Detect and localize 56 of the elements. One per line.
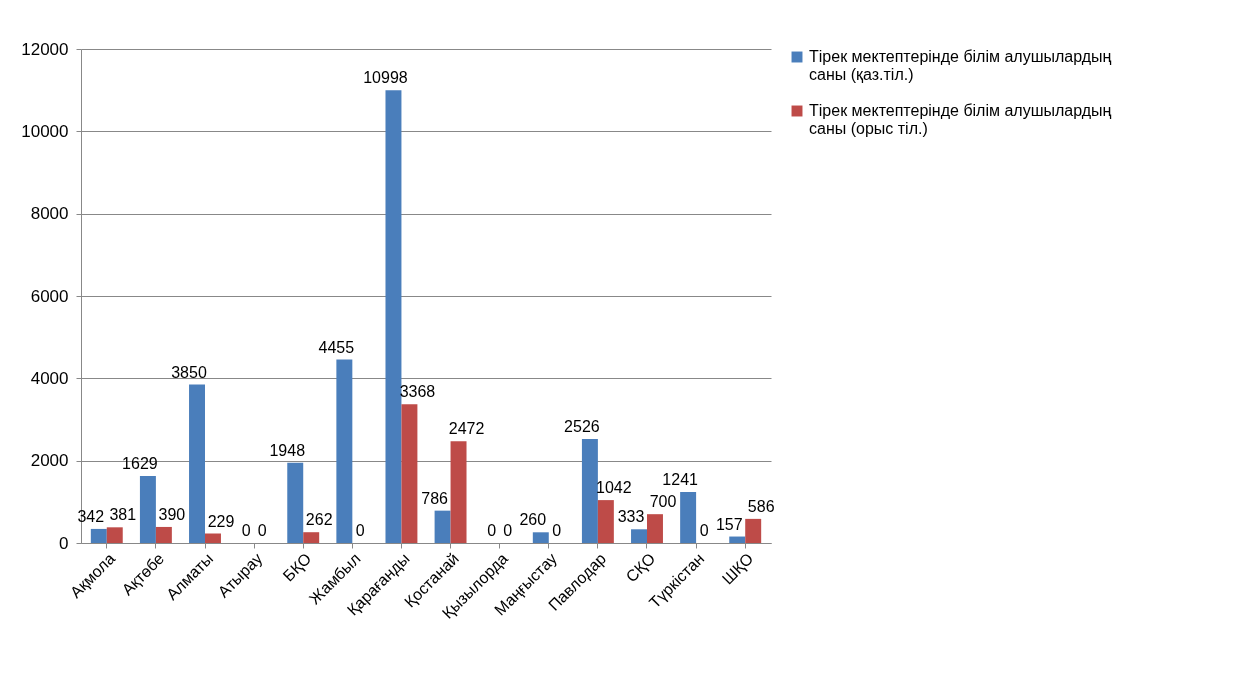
bar bbox=[189, 384, 205, 543]
y-tick-label: 6000 bbox=[30, 286, 69, 306]
data-label: 0 bbox=[257, 522, 267, 539]
legend-label: Тірек мектептерінде білім алушылардың саны (орыс тіл.) bbox=[809, 102, 1112, 137]
bar bbox=[106, 527, 123, 543]
bar bbox=[90, 528, 107, 543]
bar bbox=[434, 510, 451, 543]
bar bbox=[597, 500, 614, 543]
data-label: 0 bbox=[699, 522, 709, 539]
bar bbox=[680, 491, 697, 543]
data-label: 342 bbox=[77, 507, 105, 525]
bar bbox=[729, 536, 746, 543]
data-label: 381 bbox=[109, 506, 137, 524]
data-label: 0 bbox=[503, 522, 513, 539]
bar bbox=[401, 404, 418, 543]
bar bbox=[336, 359, 353, 543]
data-label: 0 bbox=[552, 522, 562, 539]
bar bbox=[631, 529, 647, 543]
bar bbox=[581, 439, 598, 543]
bar bbox=[139, 475, 156, 543]
legend-label: Тірек мектептерінде білім алушылардың саны (қаз.тіл.) bbox=[809, 48, 1112, 83]
data-label: 2526 bbox=[564, 418, 600, 436]
bar bbox=[287, 462, 304, 543]
data-label: 0 bbox=[487, 522, 497, 539]
data-label: 262 bbox=[305, 511, 333, 529]
bar bbox=[303, 532, 320, 543]
bar bbox=[385, 90, 402, 543]
data-label: 1629 bbox=[122, 454, 158, 472]
data-label: 157 bbox=[715, 515, 743, 533]
y-tick-label: 12000 bbox=[21, 39, 69, 59]
data-label: 1241 bbox=[662, 470, 699, 488]
y-tick-label: 4000 bbox=[30, 368, 69, 388]
y-tick-label: 0 bbox=[59, 533, 69, 553]
data-label: 0 bbox=[241, 522, 251, 539]
bar bbox=[205, 533, 221, 543]
bar bbox=[532, 532, 549, 543]
bar bbox=[745, 518, 762, 543]
data-label: 10998 bbox=[363, 69, 408, 87]
data-label: 229 bbox=[207, 512, 235, 530]
data-label: 700 bbox=[649, 493, 677, 511]
data-label: 1948 bbox=[269, 441, 306, 459]
data-label: 586 bbox=[747, 497, 775, 515]
data-label: 2472 bbox=[448, 420, 485, 438]
bar bbox=[647, 514, 663, 543]
bar bbox=[450, 441, 467, 543]
bar bbox=[155, 526, 172, 543]
data-label: 786 bbox=[421, 489, 449, 507]
data-label: 3850 bbox=[171, 363, 207, 381]
y-tick-label: 8000 bbox=[30, 204, 69, 224]
y-tick-label: 2000 bbox=[30, 451, 69, 471]
data-label: 390 bbox=[158, 505, 186, 523]
data-label: 4455 bbox=[318, 338, 355, 356]
data-label: 333 bbox=[617, 508, 645, 526]
data-label: 0 bbox=[355, 522, 365, 539]
y-tick-label: 10000 bbox=[21, 121, 69, 141]
data-label: 260 bbox=[519, 511, 547, 529]
